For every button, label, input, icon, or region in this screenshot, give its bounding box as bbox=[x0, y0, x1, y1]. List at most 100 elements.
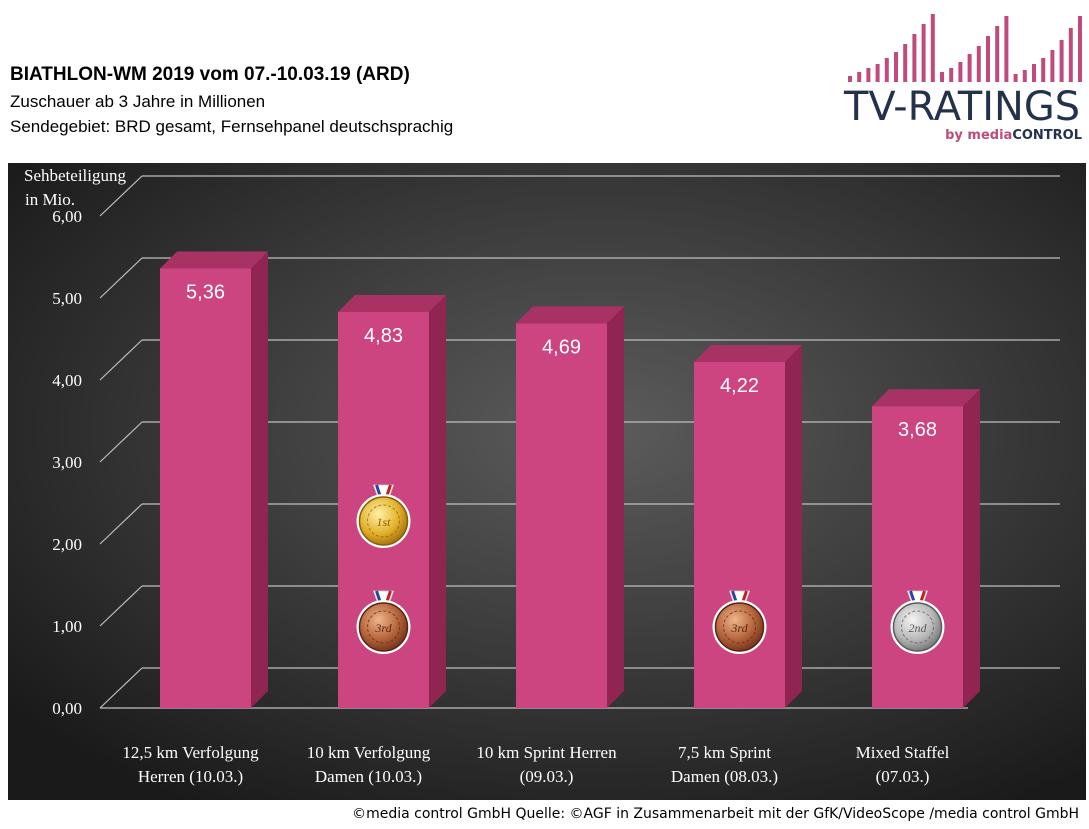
x-tick-label: Damen (08.03.) bbox=[671, 767, 778, 786]
silver-medal-icon: 2nd bbox=[890, 590, 945, 654]
logo-bar bbox=[967, 54, 972, 82]
logo-bar bbox=[857, 72, 862, 82]
logo-bar bbox=[930, 14, 935, 82]
medal-wreath bbox=[367, 504, 400, 538]
logo-bar bbox=[949, 68, 954, 82]
bar-top bbox=[160, 251, 268, 269]
bar-group: 4,69 bbox=[516, 306, 624, 708]
logo-tagline-media: media bbox=[967, 128, 1012, 143]
logo-bar bbox=[875, 64, 880, 82]
medal-label: 3rd bbox=[374, 621, 392, 635]
gridline-diagonal bbox=[99, 175, 143, 217]
chart-title: BIATHLON-WM 2019 vom 07.-10.03.19 (ARD) bbox=[10, 64, 410, 85]
bar-value-label: 5,36 bbox=[186, 281, 225, 303]
chart-subtitle-region: Sendegebiet: BRD gesamt, Fernsehpanel de… bbox=[10, 117, 454, 136]
gridline-diagonal bbox=[99, 585, 143, 627]
logo-bar bbox=[848, 76, 852, 82]
logo-bar bbox=[1041, 58, 1046, 82]
gridline-diagonal bbox=[99, 503, 143, 545]
bar bbox=[516, 323, 607, 708]
logo-bar bbox=[921, 24, 926, 82]
y-tick-label: 3,00 bbox=[52, 453, 82, 472]
logo-bar bbox=[866, 68, 871, 82]
medal-label: 1st bbox=[376, 515, 391, 529]
bar-top bbox=[694, 344, 802, 362]
bronze-medal-icon: 3rd bbox=[356, 590, 411, 654]
logo-tagline-control: CONTROL bbox=[1012, 128, 1082, 143]
x-tick-label: 12,5 km Verfolgung bbox=[122, 743, 259, 762]
bar-side bbox=[607, 306, 624, 708]
logo-bar bbox=[903, 44, 908, 82]
bar-layer: 5,36 4,83 1st 3rd 4,69 4,22 3rd 3,68 2nd bbox=[160, 251, 980, 708]
x-tick-labels: 12,5 km Verfolgung Herren (10.03.) 10 km V… bbox=[122, 743, 949, 786]
medal-label: 2nd bbox=[909, 621, 928, 635]
y-tick-label: 1,00 bbox=[52, 617, 82, 636]
tv-ratings-logo: TV-RATINGS by mediaCONTROL bbox=[843, 14, 1082, 143]
x-tick-label: (09.03.) bbox=[520, 767, 574, 786]
bar-top bbox=[872, 389, 980, 407]
logo-bar bbox=[912, 34, 917, 82]
logo-bar bbox=[958, 62, 963, 82]
x-tick-label: 10 km Verfolgung bbox=[307, 743, 431, 762]
medal-wreath bbox=[723, 610, 756, 644]
gridline-diagonal bbox=[99, 257, 143, 299]
bar-group: 4,22 3rd bbox=[694, 344, 802, 708]
logo-bar bbox=[995, 26, 1000, 82]
logo-tagline-by: by bbox=[945, 128, 963, 143]
medal-disc bbox=[358, 496, 409, 546]
bar-top bbox=[338, 294, 446, 312]
gridline-diagonal bbox=[99, 667, 143, 709]
logo-bar bbox=[1022, 70, 1027, 82]
medal-disc bbox=[892, 602, 943, 652]
bar-value-label: 4,69 bbox=[542, 336, 581, 358]
gold-medal-icon: 1st bbox=[356, 484, 411, 548]
bar-side bbox=[785, 344, 802, 708]
logo-bar bbox=[940, 72, 944, 82]
bar-side bbox=[963, 389, 980, 708]
gridline-diagonal bbox=[99, 339, 143, 381]
logo-bar bbox=[986, 36, 990, 82]
bronze-medal-icon: 3rd bbox=[712, 590, 767, 654]
y-tick-label: 6,00 bbox=[52, 207, 82, 226]
x-tick-label: (07.03.) bbox=[876, 767, 930, 786]
bar bbox=[694, 361, 785, 708]
bar-group: 5,36 bbox=[160, 251, 268, 708]
logo-tagline: by mediaCONTROL bbox=[945, 128, 1082, 143]
medal-wreath bbox=[367, 610, 400, 644]
logo-bar bbox=[1068, 28, 1073, 82]
y-axis-label-line2: in Mio. bbox=[25, 190, 75, 209]
logo-bar bbox=[884, 58, 889, 82]
logo-bar bbox=[976, 46, 981, 82]
logo-bars bbox=[848, 14, 1082, 82]
chart-subtitle-audience: Zuschauer ab 3 Jahre in Millionen bbox=[10, 92, 266, 111]
logo-bar bbox=[1004, 16, 1009, 82]
bar-group: 4,83 1st 3rd bbox=[338, 294, 446, 708]
x-tick-label: 7,5 km Sprint bbox=[678, 743, 771, 762]
y-tick-label: 4,00 bbox=[52, 371, 82, 390]
bar bbox=[160, 268, 251, 708]
x-tick-label: Damen (10.03.) bbox=[315, 767, 422, 786]
logo-bar bbox=[1078, 16, 1082, 82]
logo-wordmark: TV-RATINGS bbox=[843, 84, 1080, 130]
medal-wreath bbox=[901, 610, 934, 644]
bar bbox=[872, 406, 963, 708]
y-axis-label-line1: Sehbeteiligung bbox=[24, 166, 126, 185]
gridline-diagonal bbox=[99, 421, 143, 463]
bar-top bbox=[516, 306, 624, 324]
y-tick-label: 2,00 bbox=[52, 535, 82, 554]
bar-side bbox=[251, 251, 268, 708]
y-tick-labels: 0,00 1,00 2,00 3,00 4,00 5,00 6,00 bbox=[52, 207, 82, 718]
footer-source: ©media control GmbH Quelle: ©AGF in Zusa… bbox=[352, 806, 1079, 822]
bar-group: 3,68 2nd bbox=[872, 389, 980, 708]
logo-bar bbox=[1059, 40, 1064, 82]
logo-bar bbox=[894, 52, 898, 82]
logo-bar bbox=[1032, 64, 1036, 82]
bar-value-label: 3,68 bbox=[898, 419, 937, 441]
bar-value-label: 4,83 bbox=[364, 325, 403, 347]
logo-bar bbox=[1050, 50, 1055, 82]
bar-value-label: 4,22 bbox=[720, 375, 759, 397]
x-tick-label: Mixed Staffel bbox=[856, 743, 950, 762]
medal-disc bbox=[358, 602, 409, 652]
bar-side bbox=[429, 294, 446, 708]
y-tick-label: 0,00 bbox=[52, 699, 82, 718]
